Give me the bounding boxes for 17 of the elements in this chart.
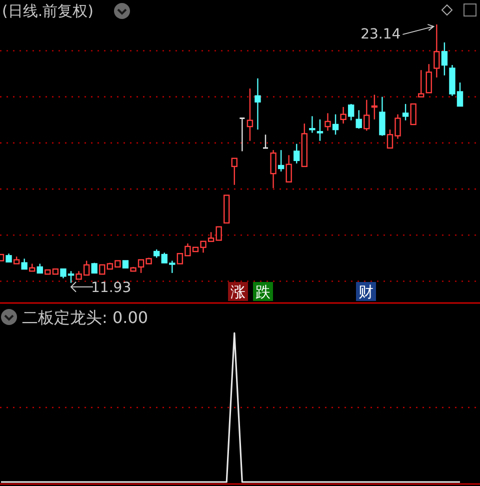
candlestick bbox=[246, 88, 254, 142]
candlestick bbox=[441, 42, 448, 76]
chart-title: (日线.前复权) bbox=[2, 2, 94, 20]
candlestick bbox=[434, 24, 440, 78]
annotation: 财 bbox=[358, 283, 374, 301]
candlestick bbox=[379, 96, 386, 136]
annotation: 涨 bbox=[230, 283, 246, 301]
candlestick bbox=[371, 94, 378, 120]
candlestick bbox=[270, 149, 276, 189]
candlestick bbox=[309, 116, 316, 134]
candlestick bbox=[340, 106, 346, 124]
candlestick bbox=[324, 112, 331, 132]
chart-title: 二板定龙头: 0.00 bbox=[22, 308, 148, 327]
annotation: 跌 bbox=[256, 283, 270, 301]
annotation: 11.93 bbox=[91, 280, 132, 296]
annotation: 23.14 bbox=[360, 26, 401, 42]
candlestick bbox=[254, 78, 261, 130]
